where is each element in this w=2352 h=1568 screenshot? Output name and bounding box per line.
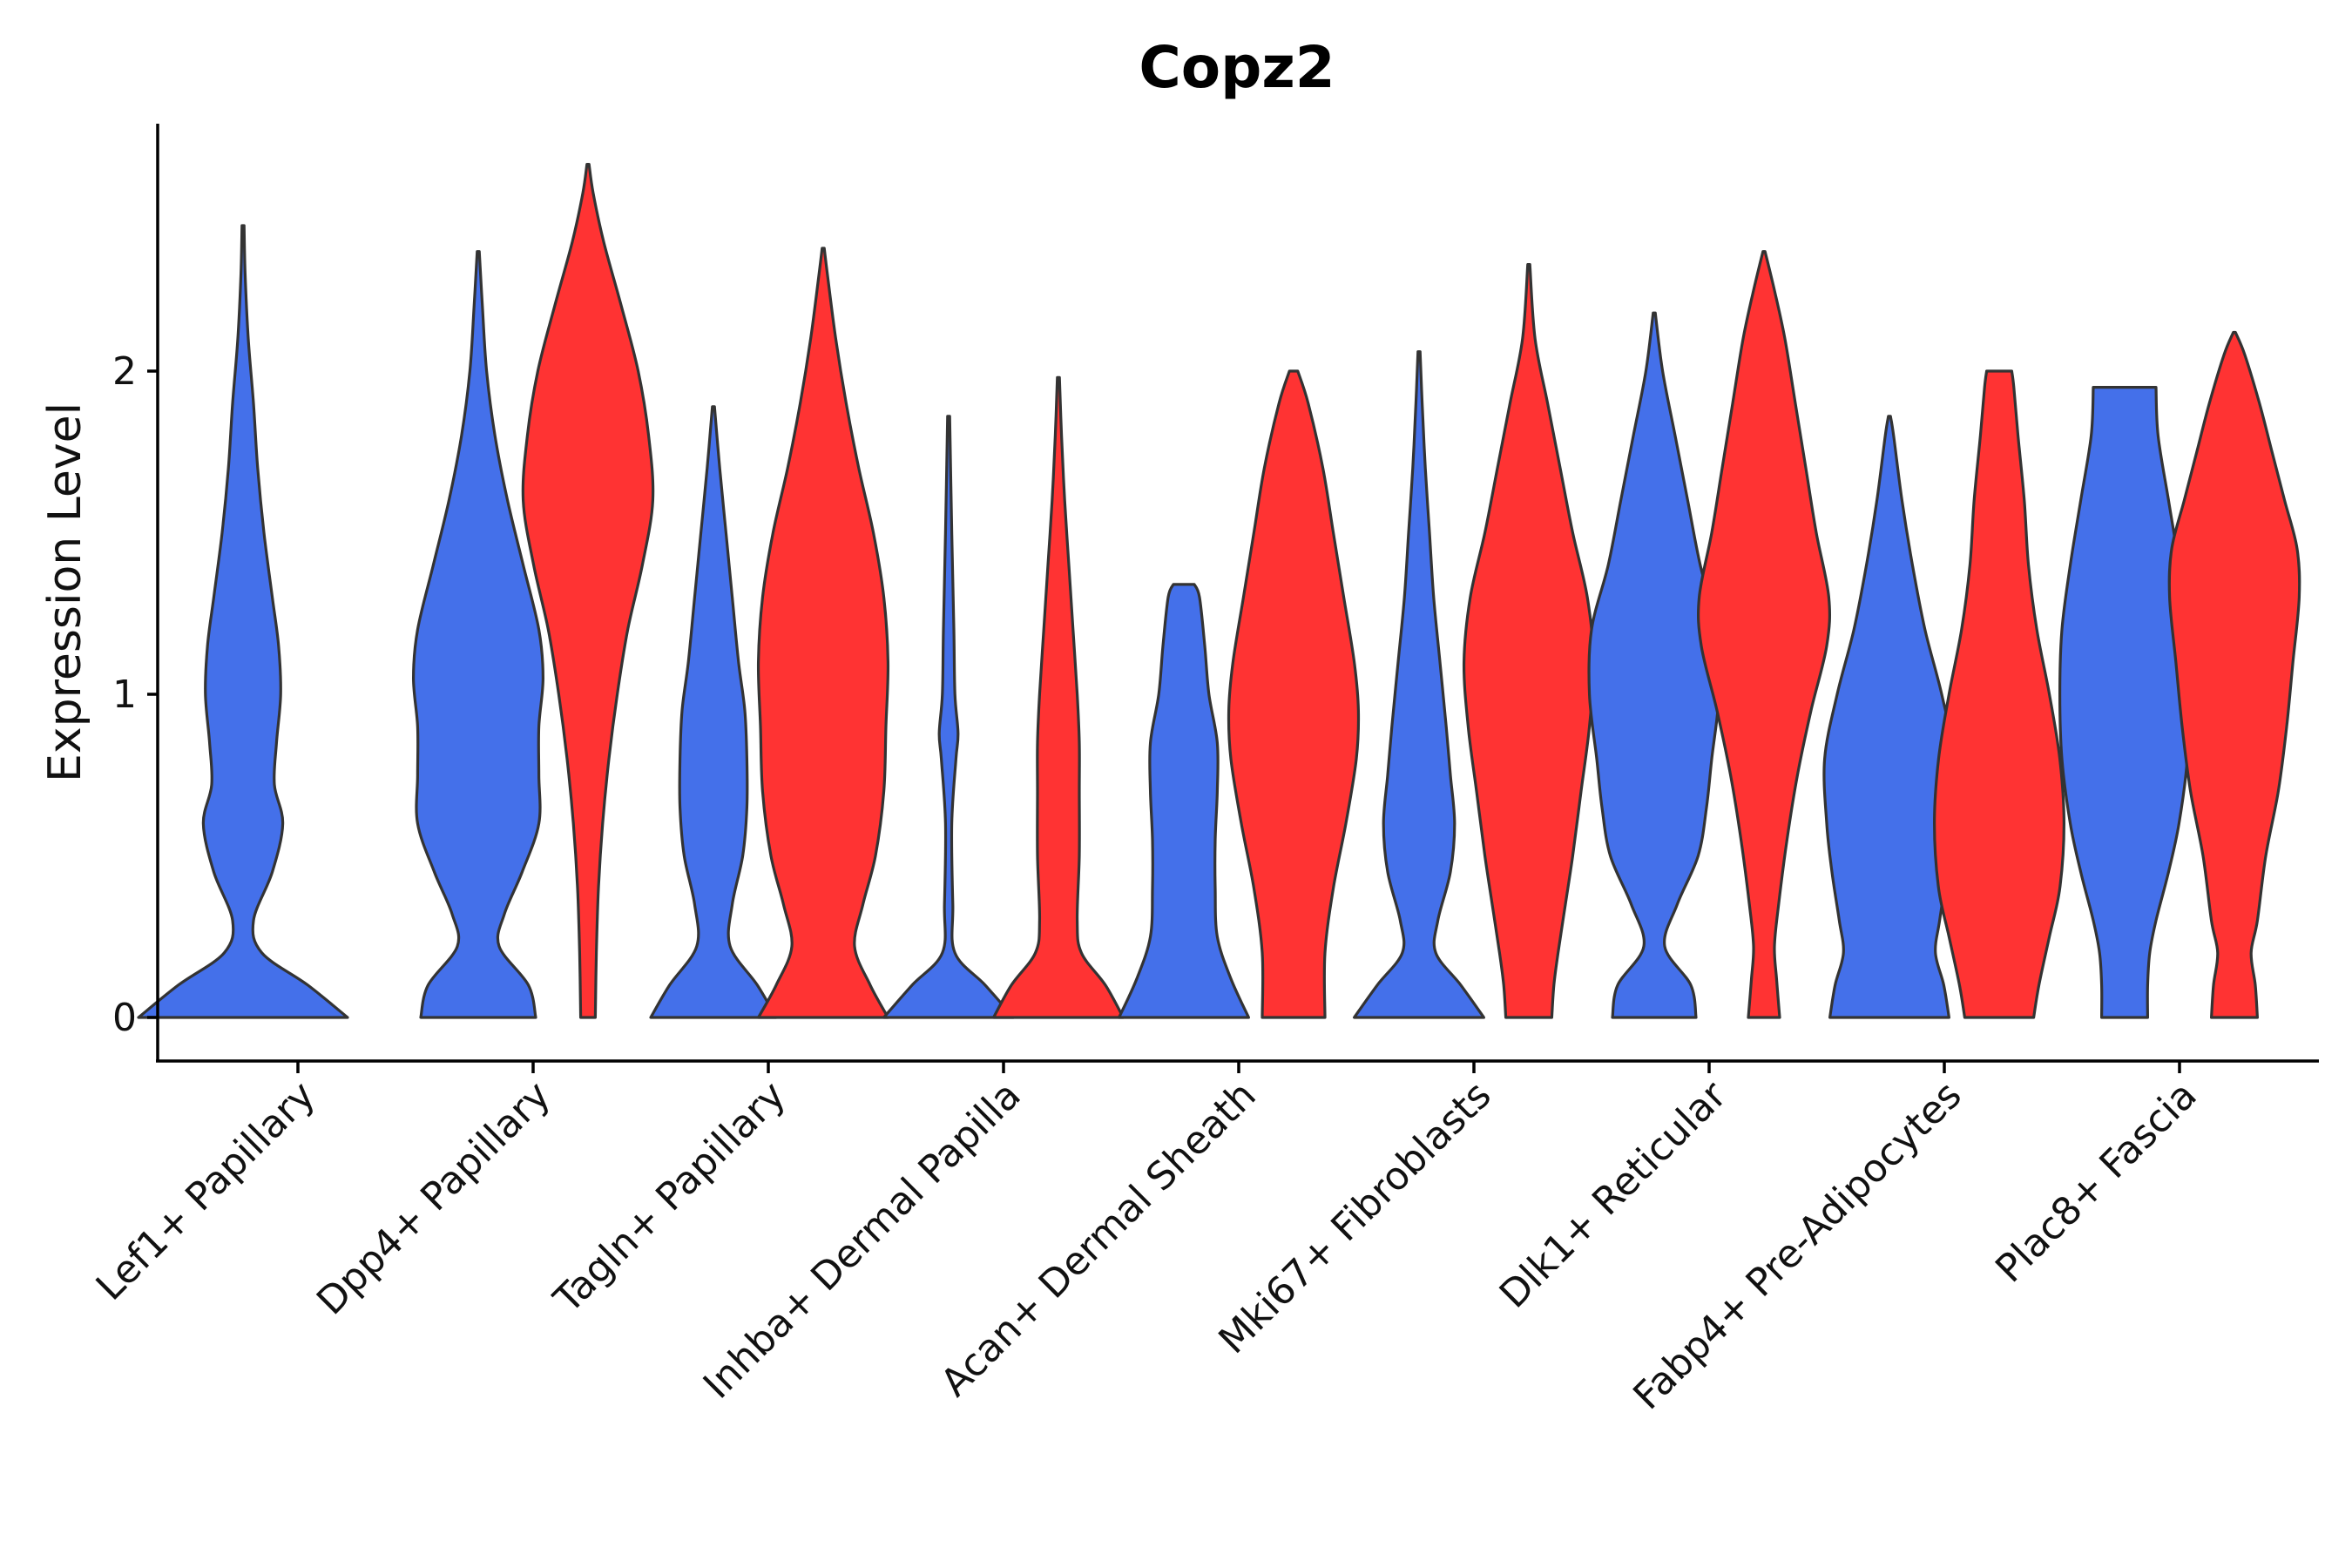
x-tick-label: Dpp4+ Papillary (308, 1073, 559, 1324)
x-tick-label: Mki67+ Fibroblasts (1210, 1073, 1499, 1362)
violin-blue-6 (1353, 350, 1485, 1019)
y-tick-label: 2 (112, 349, 137, 394)
x-tick-label: Dlk1+ Reticular (1491, 1072, 1736, 1317)
y-tick-label: 1 (112, 672, 137, 717)
y-axis-label: Expression Level (39, 402, 91, 782)
violin-layer (137, 163, 2301, 1019)
x-tick-label: Plac8+ Fascia (1987, 1073, 2206, 1292)
x-tick-label: Tagln+ Papillary (545, 1073, 794, 1322)
violin-red-8 (1933, 369, 2065, 1019)
violin-red-3 (756, 247, 890, 1019)
violin-red-9 (2167, 330, 2301, 1019)
violin-blue-2 (412, 250, 544, 1019)
violin-blue-5 (1118, 583, 1250, 1019)
violin-blue-9 (2058, 386, 2191, 1019)
violin-blue-4 (882, 415, 1015, 1019)
y-ticks: 0 1 2 (112, 349, 158, 1040)
y-tick-label: 0 (112, 996, 137, 1040)
violin-blue-7 (1587, 311, 1721, 1019)
violin-red-7 (1696, 250, 1832, 1019)
violin-blue-8 (1822, 415, 1957, 1019)
violin-red-2 (521, 163, 655, 1019)
violin-blue-3 (649, 405, 778, 1019)
chart-title: Copz2 (1139, 34, 1335, 101)
violin-red-5 (1227, 369, 1361, 1019)
violin-blue-1 (137, 224, 349, 1019)
violin-red-4 (992, 375, 1125, 1019)
violin-red-6 (1462, 263, 1596, 1019)
x-tick-label: Lef1+ Papillary (88, 1073, 324, 1309)
